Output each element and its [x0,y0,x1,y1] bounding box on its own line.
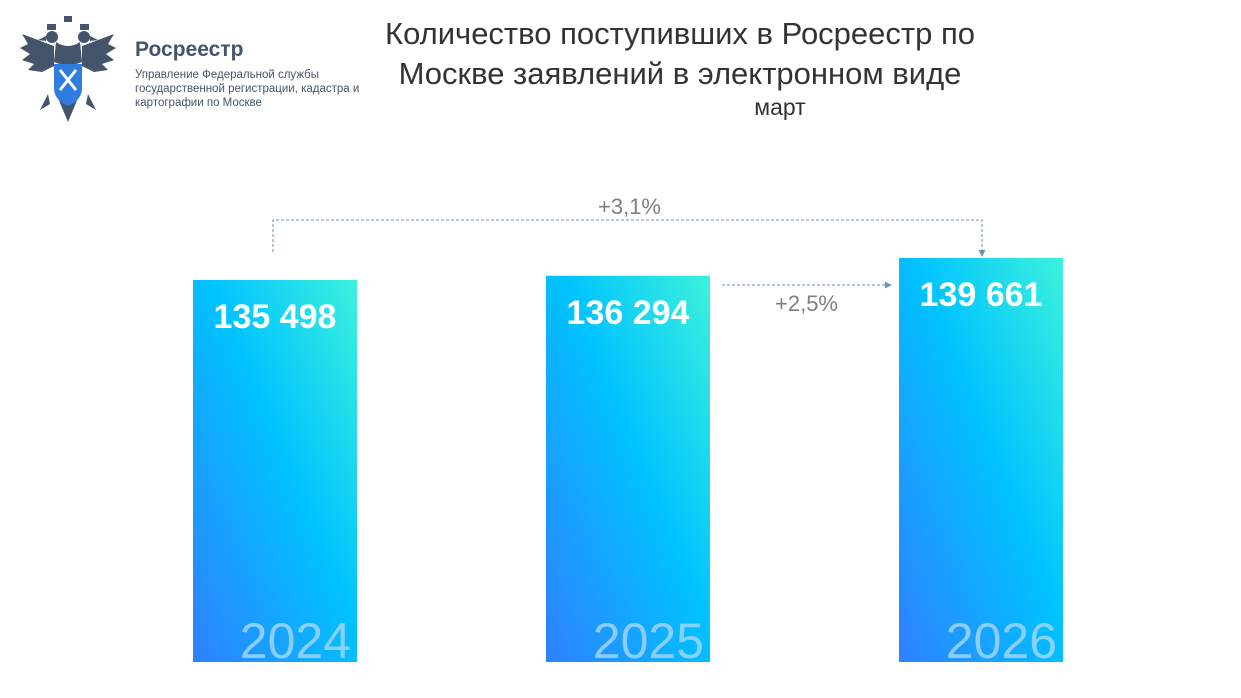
growth-label-2024-2026: +3,1% [598,194,661,219]
growth-connector-2024-2026 [272,219,986,257]
page-subtitle: март [754,94,806,120]
category-label-2026: 2026 [946,613,1057,669]
logo: Росреестр Управление Федеральной службы … [18,14,359,129]
org-subtitle: Управление Федеральной службы государств… [135,69,360,109]
category-label-2025: 2025 [593,613,704,669]
value-label-2026: 139 661 [920,276,1043,314]
bar-2026 [899,258,1063,662]
category-label-2024: 2024 [240,613,351,669]
value-label-2024: 135 498 [214,298,337,336]
bar-2024 [193,279,357,662]
bar-2025 [546,275,710,662]
double-headed-eagle-emblem-icon [20,16,116,122]
value-label-2025: 136 294 [567,294,690,332]
page-title: Количество поступивших в Росреестр по Мо… [385,16,975,91]
org-name: Росреестр [135,38,244,61]
growth-label-2025-2026: +2,5% [775,291,838,316]
